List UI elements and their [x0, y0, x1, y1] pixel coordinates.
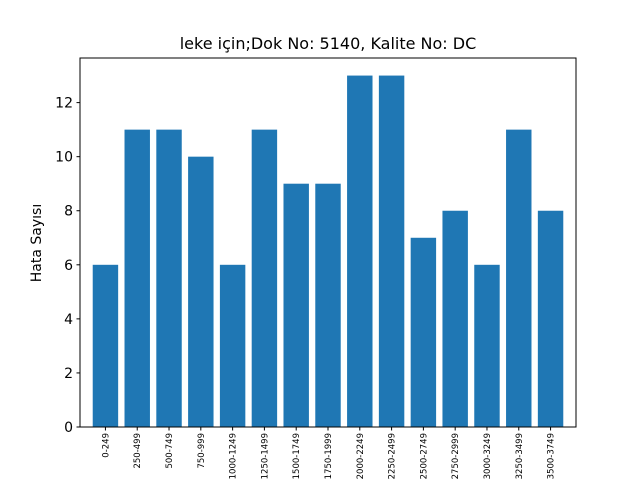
bar-2750-2999: [442, 210, 468, 427]
bar-3000-3249: [474, 264, 500, 427]
x-tick-label: 250-499: [133, 433, 143, 469]
x-tick-label: 3000-3249: [483, 433, 493, 479]
bar-2500-2749: [410, 237, 437, 427]
x-tick-label: 1250-1499: [260, 433, 270, 479]
bar-750-999: [188, 156, 214, 427]
x-tick-label: 2750-2999: [451, 433, 461, 479]
chart-title: leke için;Dok No: 5140, Kalite No: DC: [180, 34, 477, 53]
x-tick-label: 1500-1749: [292, 433, 302, 479]
y-tick-label: 4: [64, 312, 73, 328]
bar-3250-3499: [506, 129, 532, 427]
bars-group: [92, 75, 564, 428]
bar-2250-2499: [378, 75, 405, 428]
y-tick-label: 0: [64, 420, 73, 436]
x-tick-label: 2000-2249: [356, 433, 366, 479]
y-tick-label: 6: [64, 258, 73, 274]
bar-1750-1999: [315, 183, 341, 427]
x-tick-label: 2500-2749: [419, 433, 429, 479]
x-axis: 0-249 250-499 500-749 750-999 1000-1249 1250-…: [101, 427, 557, 479]
y-tick-label: 2: [64, 366, 73, 382]
bar-1000-1249: [219, 264, 246, 427]
x-tick-label: 500-749: [165, 433, 175, 469]
x-tick-label: 3250-3499: [515, 433, 525, 479]
y-axis: 0 2 4 6 8 10 12: [55, 96, 80, 436]
y-tick-label: 10: [55, 150, 73, 166]
x-tick-label: 3500-3749: [547, 433, 557, 479]
bar-1250-1499: [251, 129, 278, 427]
bar-0-249: [92, 264, 119, 427]
x-tick-label: 0-249: [101, 433, 111, 458]
bar-500-749: [156, 129, 182, 427]
x-tick-label: 1750-1999: [324, 433, 334, 479]
bar-3500-3749: [537, 210, 564, 427]
bar-1500-1749: [283, 183, 309, 427]
x-tick-label: 1000-1249: [229, 433, 239, 479]
plot-frame: [79, 57, 577, 428]
bar-250-499: [124, 129, 150, 427]
x-tick-label: 2250-2499: [388, 433, 398, 479]
y-tick-label: 8: [64, 204, 73, 220]
y-tick-label: 12: [55, 96, 73, 112]
bar-2000-2249: [347, 75, 373, 428]
x-tick-label: 750-999: [197, 433, 207, 469]
y-axis-label: Hata Sayısı: [29, 204, 45, 282]
